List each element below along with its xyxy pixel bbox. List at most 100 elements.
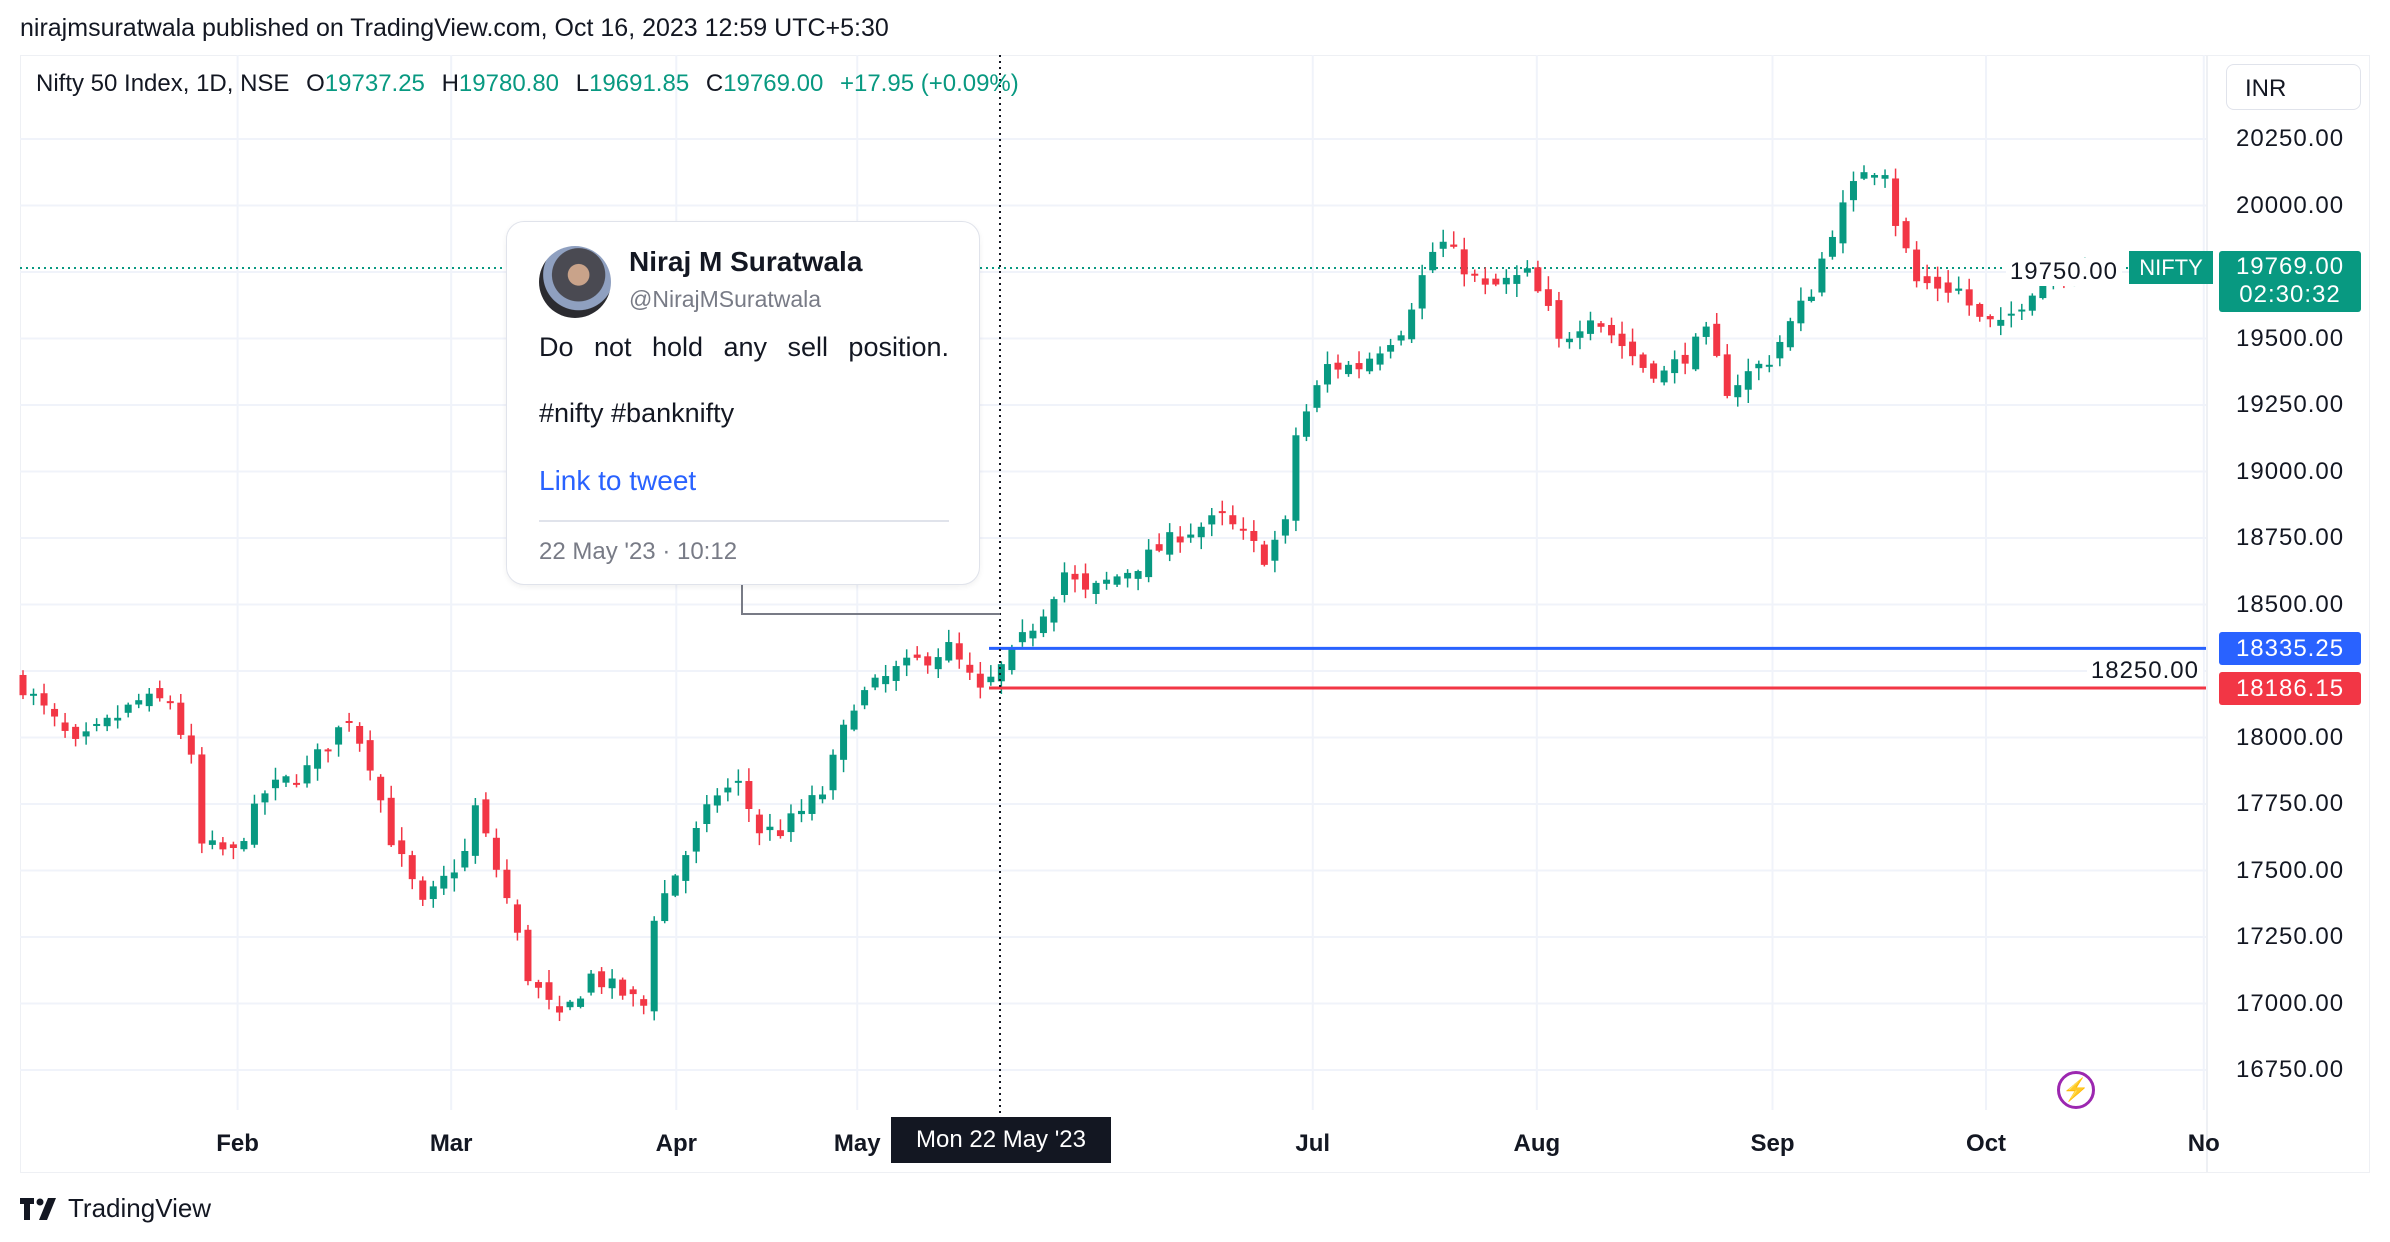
- candle-down: [776, 830, 784, 837]
- candle-up: [713, 795, 721, 806]
- price-tick-label: 18250.00: [2086, 657, 2203, 685]
- candle-up: [682, 855, 690, 881]
- bar-countdown: 02:30:32: [2239, 281, 2341, 308]
- candle-up: [1187, 534, 1195, 538]
- candle-up: [440, 875, 448, 889]
- price-tick-label: 18000.00: [2236, 723, 2345, 751]
- candle-up: [1839, 202, 1847, 244]
- candle-down: [755, 814, 763, 834]
- candle-down: [51, 708, 59, 717]
- lightning-icon[interactable]: ⚡: [2057, 1071, 2095, 1109]
- candle-up: [724, 787, 732, 793]
- tweet-link[interactable]: Link to tweet: [539, 465, 697, 496]
- candle-up: [103, 717, 111, 727]
- candle-up: [934, 657, 942, 670]
- candle-down: [1976, 303, 1984, 317]
- candle-up: [692, 828, 700, 852]
- time-tick-label: Jul: [1295, 1130, 1331, 1157]
- candle-down: [366, 740, 374, 771]
- candle-up: [566, 1001, 574, 1008]
- candle-up: [608, 978, 616, 989]
- candle-up: [314, 749, 322, 769]
- price-tick-label: 19250.00: [2236, 391, 2345, 418]
- candle-down: [166, 701, 174, 704]
- price-tick-label: 18750.00: [2236, 524, 2345, 551]
- tweet-card[interactable]: Niraj M Suratwala @NirajMSuratwala Do no…: [506, 221, 980, 585]
- candle-down: [377, 776, 385, 801]
- candle-down: [1239, 528, 1247, 531]
- candle-up: [1565, 338, 1573, 343]
- candle-down: [1176, 536, 1184, 543]
- candle-up: [282, 776, 290, 783]
- candle-up: [1166, 532, 1174, 555]
- candle-up: [1366, 358, 1374, 372]
- price-tick-label: 19000.00: [2236, 457, 2345, 485]
- candle-down: [419, 880, 427, 900]
- candle-up: [1429, 251, 1437, 271]
- candle-down: [545, 982, 553, 1000]
- candle-up: [671, 875, 679, 896]
- candle-down: [913, 654, 921, 658]
- candle-up: [1849, 181, 1857, 201]
- candle-down: [1650, 363, 1658, 379]
- candle-down: [629, 989, 637, 995]
- candle-up: [250, 803, 258, 845]
- candle-up: [1197, 526, 1205, 538]
- candle-down: [387, 797, 395, 846]
- close-label: C: [705, 70, 724, 97]
- candle-up: [1744, 371, 1752, 390]
- avatar: [539, 246, 611, 318]
- candle-down: [1618, 333, 1626, 347]
- candle-up: [1765, 364, 1773, 367]
- grid: [20, 55, 2207, 1110]
- candle-down: [619, 979, 627, 996]
- candle-up: [1029, 630, 1037, 639]
- candle-down: [1913, 249, 1921, 282]
- currency-button[interactable]: INR: [2226, 64, 2361, 110]
- candle-up: [1586, 320, 1594, 334]
- tradingview-logo-icon: [20, 1197, 56, 1220]
- price-tick-label: 17750.00: [2236, 790, 2345, 817]
- candle-down: [40, 693, 48, 706]
- candle-up: [1050, 599, 1058, 623]
- tweet-hashtags: #nifty #banknifty: [539, 398, 735, 428]
- candle-down: [1629, 341, 1637, 357]
- candle-down: [1923, 276, 1931, 284]
- candle-down: [219, 842, 227, 850]
- price-tick-label: 20250.00: [2236, 125, 2345, 152]
- high-value: 19780.80: [458, 70, 560, 97]
- price-tick-label: 20000.00: [2236, 191, 2345, 219]
- candle-up: [114, 717, 122, 721]
- chart-frame: [20, 55, 2370, 1173]
- candle-up: [987, 676, 995, 683]
- candle-up: [450, 872, 458, 879]
- candle-up: [93, 723, 101, 726]
- symbol-title[interactable]: Nifty 50 Index, 1D, NSE: [36, 70, 290, 97]
- price-tick-label: 18500.00: [2236, 590, 2345, 618]
- tradingview-logo[interactable]: TradingView: [20, 1193, 211, 1224]
- price-tick-label: 17500.00: [2236, 856, 2345, 884]
- candle-up: [2018, 309, 2026, 312]
- candle-up: [1292, 435, 1300, 521]
- candle-up: [82, 731, 90, 737]
- candle-up: [1755, 363, 1763, 369]
- candle-up: [1734, 385, 1742, 398]
- candle-down: [324, 749, 332, 752]
- candle-down: [1944, 282, 1952, 293]
- candle-up: [461, 851, 469, 868]
- candle-up: [1797, 300, 1805, 324]
- time-tick-label: Oct: [1966, 1130, 2007, 1157]
- candle-down: [156, 688, 164, 699]
- candle-up: [1513, 275, 1521, 284]
- candle-down: [1544, 289, 1552, 306]
- published-info: nirajmsuratwala published on TradingView…: [20, 14, 889, 42]
- candle-down: [1460, 249, 1468, 275]
- candle-up: [1776, 341, 1784, 359]
- candle-down: [976, 673, 984, 688]
- candle-up: [1060, 572, 1068, 595]
- candle-down: [492, 837, 500, 870]
- candle-up: [2028, 295, 2036, 311]
- candle-up: [1871, 175, 1879, 178]
- candle-down: [1892, 178, 1900, 226]
